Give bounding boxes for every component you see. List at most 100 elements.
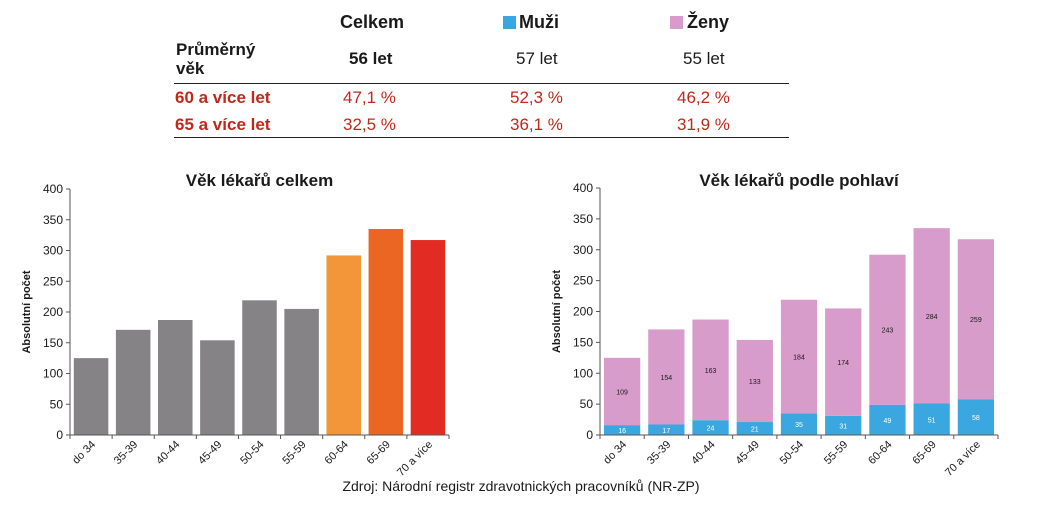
- right-chart-bar-women: [825, 308, 862, 416]
- right-chart-xtick-label: 70 a více: [943, 439, 983, 479]
- right-chart-bar-women: [648, 329, 685, 425]
- left-chart-xtick-label: 55-59: [280, 439, 308, 467]
- left-chart-xtick-label: 65-69: [365, 439, 393, 467]
- right-chart-data-label: 243: [882, 328, 894, 335]
- left-chart-ytick-label: 50: [50, 397, 64, 411]
- avg-age-total: 56 let: [349, 49, 393, 68]
- avg-age-women: 55 let: [683, 49, 725, 68]
- row-label-60plus: 60 a více let: [175, 88, 271, 107]
- right-chart-ytick-label: 400: [573, 181, 593, 195]
- left-chart-bar: [242, 300, 277, 435]
- left-chart-ytick-label: 400: [43, 182, 63, 196]
- chart-age-by-gender: Věk lékařů podle pohlaví Absolutní počet 0…: [551, 171, 999, 479]
- right-chart-data-label: 31: [839, 423, 847, 430]
- right-chart-data-label: 51: [928, 417, 936, 424]
- row-label-65plus: 65 a více let: [175, 115, 271, 134]
- right-chart-data-label: 109: [616, 389, 628, 396]
- right-chart-data-label: 58: [972, 415, 980, 422]
- left-chart-bar: [115, 329, 151, 435]
- header-women: Ženy: [687, 12, 730, 32]
- pct60-total: 47,1 %: [343, 88, 396, 107]
- right-chart-bar-men: [648, 424, 685, 435]
- right-chart-title: Věk lékařů podle pohlaví: [699, 171, 900, 190]
- right-chart-bar-men: [603, 425, 641, 435]
- right-chart-data-label: 24: [707, 426, 715, 433]
- right-chart-data-label: 35: [795, 422, 803, 429]
- left-chart-bar: [158, 319, 193, 435]
- right-chart-xtick-label: 65-69: [910, 439, 938, 467]
- right-chart-xtick-label: 60-64: [866, 439, 894, 467]
- right-chart-xtick-label: 50-54: [778, 439, 806, 467]
- right-chart-data-label: 17: [662, 428, 670, 435]
- left-chart-bar: [368, 228, 404, 435]
- left-chart-bar: [73, 358, 109, 435]
- left-chart-xtick-label: 45-49: [196, 439, 224, 467]
- pct65-men: 36,1 %: [510, 115, 563, 134]
- pct60-men: 52,3 %: [510, 88, 563, 107]
- row-label-avg-age-line2: věk: [176, 59, 205, 78]
- right-chart-ytick-label: 150: [573, 335, 593, 349]
- left-chart-bar: [200, 340, 235, 435]
- right-chart-data-label: 49: [884, 418, 892, 425]
- left-chart-ytick-label: 200: [43, 305, 63, 319]
- table-divider-1: [174, 83, 789, 84]
- right-chart-bar-women: [913, 228, 950, 404]
- header-total: Celkem: [340, 12, 405, 32]
- left-chart-ylabel: Absolutní počet: [21, 270, 33, 353]
- left-chart-bar: [326, 255, 361, 435]
- right-chart-data-label: 133: [749, 379, 761, 386]
- left-chart-ytick-label: 250: [43, 274, 63, 288]
- right-chart-bar-men: [780, 413, 818, 435]
- right-chart-ytick-label: 100: [573, 366, 593, 380]
- right-chart-bar-women: [780, 299, 818, 414]
- left-chart-bar: [284, 308, 319, 435]
- left-chart-ytick-label: 100: [43, 367, 63, 381]
- right-chart-ytick-label: 0: [586, 428, 593, 442]
- right-chart-bar-women: [603, 357, 641, 426]
- chart-total-age: Věk lékařů celkem Absolutní počet 0 50 100 15…: [21, 171, 450, 479]
- legend-women-swatch: [670, 16, 683, 29]
- row-label-avg-age-line1: Průměrný: [176, 40, 256, 59]
- right-chart-bar-women: [869, 254, 906, 405]
- right-chart-data-label: 163: [705, 368, 717, 375]
- right-chart-data-label: 174: [837, 360, 849, 367]
- right-chart-data-label: 284: [926, 314, 938, 321]
- right-chart-ytick-label: 300: [573, 243, 593, 257]
- row-label-avg-age: Průměrný věk: [176, 40, 255, 78]
- legend-men-swatch: [503, 16, 516, 29]
- right-chart-data-label: 154: [660, 375, 672, 382]
- left-chart-xtick-label: do 34: [70, 439, 98, 467]
- left-chart-xtick-label: 70 a více: [395, 439, 435, 479]
- pct60-women: 46,2 %: [677, 88, 730, 107]
- right-chart-bar-men: [869, 404, 906, 435]
- right-chart-bar-men: [736, 422, 773, 435]
- left-chart-bar: [410, 240, 446, 435]
- left-chart-title: Věk lékařů celkem: [186, 171, 333, 190]
- right-chart-ylabel: Absolutní počet: [551, 270, 563, 353]
- right-chart-bar-women: [692, 319, 729, 421]
- left-chart-xtick-label: 35-39: [112, 439, 140, 467]
- pct65-total: 32,5 %: [343, 115, 396, 134]
- right-chart-bar-men: [957, 399, 995, 435]
- right-chart-data-label: 184: [793, 355, 805, 362]
- left-chart-ytick-label: 350: [43, 213, 63, 227]
- left-chart-xtick-label: 60-64: [322, 439, 350, 467]
- right-chart-xtick-label: 45-49: [734, 439, 762, 467]
- right-chart-bar-women: [957, 239, 995, 400]
- left-chart-ytick-label: 150: [43, 336, 63, 350]
- pct65-women: 31,9 %: [677, 115, 730, 134]
- table-divider-2: [174, 137, 789, 138]
- right-chart-data-label: 16: [618, 428, 626, 435]
- left-chart-ytick-label: 300: [43, 244, 63, 258]
- right-chart-bar-men: [913, 403, 950, 435]
- left-chart-ytick-label: 0: [56, 428, 63, 442]
- right-chart-data-label: 259: [970, 317, 982, 324]
- source-note: Zdroj: Národní registr zdravotnických pr…: [342, 478, 700, 494]
- right-chart-xtick-label: 55-59: [822, 439, 850, 467]
- right-chart-bar-men: [825, 415, 862, 435]
- right-chart-data-label: 21: [751, 427, 759, 434]
- header-men: Muži: [519, 12, 559, 32]
- right-chart-xtick-label: 35-39: [645, 439, 673, 467]
- right-chart-ytick-label: 50: [580, 397, 594, 411]
- right-chart-ytick-label: 250: [573, 274, 593, 288]
